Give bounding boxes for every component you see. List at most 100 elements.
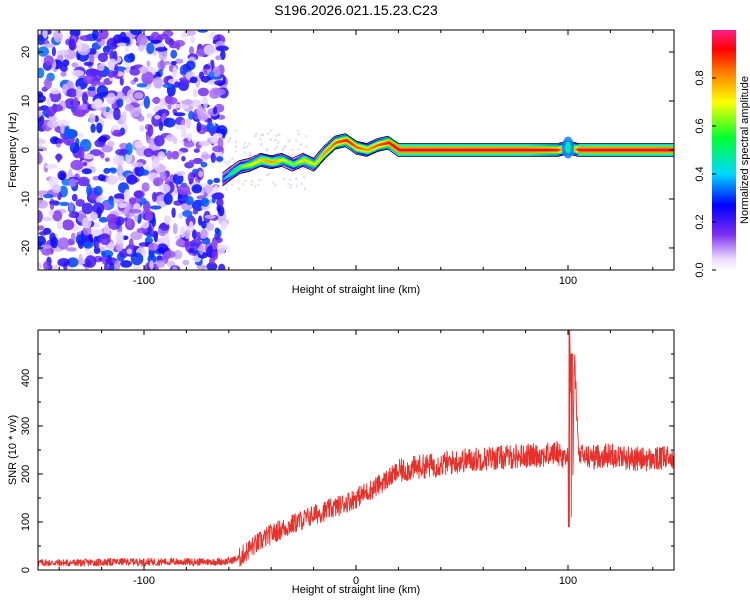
noise-speck [288,154,292,157]
ridge-cell [582,148,585,152]
ridge-cell [405,148,408,152]
noise-blob [40,244,52,249]
ridge-cell [326,148,329,152]
noise-blob [38,67,45,79]
ridge-cell [450,148,453,152]
y-tick-label: 300 [20,417,32,435]
noise-blob [77,176,90,187]
noise-blob [112,129,122,137]
noise-blob [211,250,219,261]
noise-blob [188,159,195,166]
ridge-cell [381,142,384,146]
noise-blob [220,50,226,61]
noise-speck [269,129,272,132]
noise-blob [83,61,94,66]
noise-blob [82,153,95,160]
noise-speck [272,181,275,184]
noise-blob [43,55,54,66]
noise-blob [128,209,142,214]
ridge-cell [390,143,393,146]
noise-blob [101,249,114,258]
colorbar-tick-label: 0.0 [694,262,706,277]
noise-blob [218,263,226,270]
ridge-cell [418,148,421,152]
noise-blob [88,113,96,124]
noise-blob [156,243,169,254]
ridge-cell [635,148,638,152]
noise-blob [147,254,157,264]
ridge-cell [434,148,438,152]
noise-blob [62,83,68,95]
ridge-cell [306,160,309,163]
noise-blob [130,30,143,36]
noise-blob [152,157,160,168]
noise-blob [216,197,224,208]
noise-blob [103,167,111,174]
noise-blob [92,70,103,81]
noise-blob [220,220,228,230]
noise-blob [185,60,196,71]
ridge-cell [579,148,583,152]
ridge-cell [460,148,463,152]
noise-blob [71,69,84,77]
noise-speck [225,187,228,191]
ridge-cell [495,148,499,152]
ridge-cell [520,148,523,152]
noise-blob [139,125,145,132]
ridge-cell [319,157,322,160]
noise-blob [195,231,201,241]
noise-speck [228,137,231,140]
ridge-cell [364,148,368,151]
noise-blob [38,231,48,236]
ridge-cell [604,148,607,152]
noise-blob [66,257,79,268]
noise-speck [302,167,305,170]
noise-blob [115,148,128,156]
ridge-cell [273,160,276,163]
noise-blob [144,212,153,221]
noise-speck [244,141,247,145]
noise-blob [116,42,127,47]
ridge-cell [656,148,659,152]
noise-blob [213,192,225,200]
noise-blob [136,83,148,88]
noise-blob [147,242,159,251]
ridge-cell [427,148,430,152]
noise-blob [215,156,224,162]
noise-blob [151,191,157,203]
ridge-cell [395,146,398,150]
ridge-cell [331,144,334,147]
ridge-cell [516,148,519,152]
noise-speck [266,148,269,152]
noise-blob [205,123,216,132]
noise-blob [90,212,98,221]
ridge-cell [265,159,268,163]
ridge-cell [438,148,441,152]
noise-blob [53,264,61,270]
ridge-cell [625,148,628,152]
ridge-cell [423,148,426,152]
noise-speck [296,184,299,188]
noise-speck [248,155,252,158]
noise-blob [188,221,194,232]
noise-blob [197,112,209,121]
noise-blob [153,76,163,89]
ridge-cell [606,148,609,152]
noise-blob [43,194,54,199]
noise-blob [158,33,169,40]
ridge-cell [272,160,275,164]
ridge-cell [413,148,416,152]
colorbar-ticks: 0.0 0.2 0.4 0.6 0.8 [694,70,716,278]
ridge-cell [373,145,376,148]
ridge-cell [522,148,525,152]
noise-blob [192,88,198,98]
ridge-cell [401,148,404,152]
ridge-cell [487,148,490,152]
ridge-cell [609,148,612,152]
noise-blob [115,231,124,245]
noise-speck [295,177,298,180]
noise-speck [305,135,308,138]
ridge-cell [615,148,618,152]
noise-blob [171,150,180,160]
